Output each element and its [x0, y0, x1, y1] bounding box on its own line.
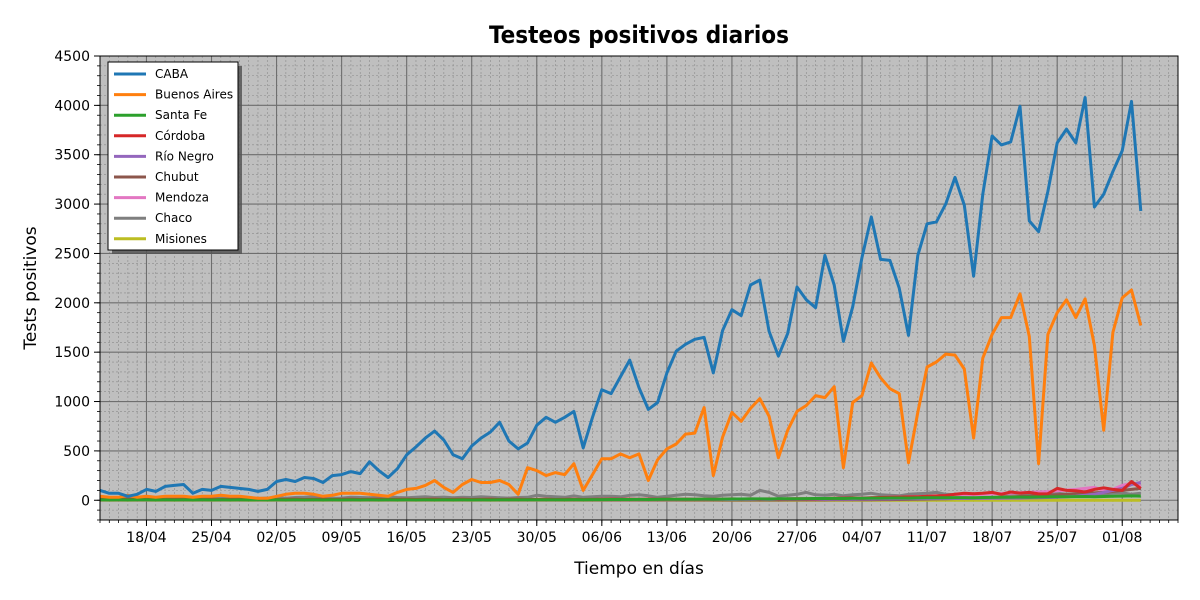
- y-tick-label: 4000: [54, 98, 90, 114]
- x-tick-label: 18/04: [126, 530, 166, 546]
- x-tick-label: 23/05: [452, 530, 492, 546]
- x-tick-label: 30/05: [517, 530, 557, 546]
- y-tick-label: 1000: [54, 395, 90, 411]
- x-tick-label: 13/06: [647, 530, 687, 546]
- chart-title: Testeos positivos diarios: [489, 21, 789, 49]
- y-tick-label: 2000: [54, 296, 90, 312]
- series-line: [100, 96, 1143, 498]
- y-tick-label: 4500: [54, 49, 90, 65]
- legend-label: Mendoza: [155, 191, 209, 205]
- x-tick-label: 27/06: [777, 530, 817, 546]
- legend: CABA Buenos Aires Santa Fe Córdoba Río Negro…: [107, 61, 242, 254]
- legend-label: Río Negro: [155, 149, 214, 163]
- series-line: [100, 494, 1141, 502]
- legend-label: Buenos Aires: [155, 88, 233, 102]
- x-tick-label: 04/07: [842, 530, 882, 546]
- x-axis: 18/04 25/04 02/05 09/05 16/05 23/05 30/05 06/06…: [99, 520, 1179, 546]
- y-tick-label: 500: [63, 444, 90, 460]
- y-tick-label: 3000: [54, 197, 90, 213]
- x-tick-label: 02/05: [256, 530, 296, 546]
- y-axis: 0 500 1000 1500 2000 2500 3000 3500 4000 4500: [54, 49, 100, 521]
- x-tick-label: 06/06: [582, 530, 622, 546]
- legend-label: Misiones: [155, 232, 207, 246]
- x-tick-label: 09/05: [321, 530, 361, 546]
- y-tick-label: 2500: [54, 246, 90, 262]
- legend-label: Santa Fe: [155, 108, 207, 122]
- x-tick-label: 11/07: [907, 530, 947, 546]
- x-tick-label: 20/06: [712, 530, 752, 546]
- x-tick-label: 01/08: [1102, 530, 1142, 546]
- y-tick-label: 0: [81, 493, 90, 509]
- y-axis-label: Tests positivos: [21, 226, 41, 350]
- legend-label: CABA: [155, 67, 189, 81]
- series-line: [100, 288, 1143, 500]
- x-tick-label: 18/07: [972, 530, 1012, 546]
- legend-label: Córdoba: [155, 129, 205, 143]
- series-lines: [100, 96, 1143, 502]
- legend-label: Chubut: [155, 170, 199, 184]
- x-axis-label: Tiempo en días: [573, 559, 704, 579]
- y-tick-label: 1500: [54, 345, 90, 361]
- x-tick-label: 16/05: [386, 530, 426, 546]
- y-tick-label: 3500: [54, 148, 90, 164]
- grid-major: [100, 55, 1178, 520]
- legend-label: Chaco: [155, 211, 192, 225]
- x-tick-label: 25/07: [1037, 530, 1077, 546]
- x-tick-label: 25/04: [191, 530, 231, 546]
